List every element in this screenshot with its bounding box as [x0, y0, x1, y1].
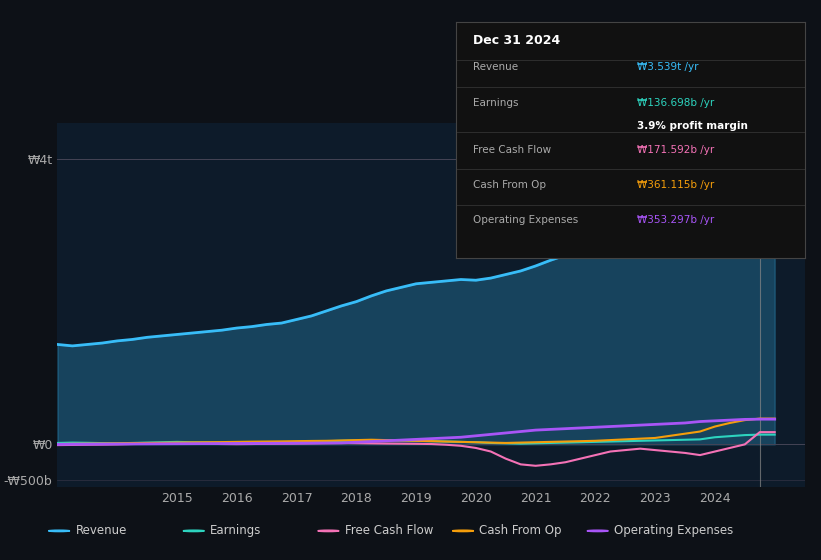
Text: ₩171.592b /yr: ₩171.592b /yr	[637, 144, 714, 155]
Text: Operating Expenses: Operating Expenses	[473, 215, 578, 225]
Text: Operating Expenses: Operating Expenses	[614, 524, 733, 538]
Text: Earnings: Earnings	[473, 97, 519, 108]
Text: Dec 31 2024: Dec 31 2024	[473, 34, 561, 47]
Text: ₩361.115b /yr: ₩361.115b /yr	[637, 180, 714, 190]
Text: Revenue: Revenue	[76, 524, 127, 538]
Circle shape	[452, 530, 474, 531]
Text: ₩136.698b /yr: ₩136.698b /yr	[637, 97, 714, 108]
Text: Free Cash Flow: Free Cash Flow	[473, 144, 551, 155]
Text: ₩3.539t /yr: ₩3.539t /yr	[637, 62, 699, 72]
Circle shape	[48, 530, 70, 531]
Text: Cash From Op: Cash From Op	[479, 524, 562, 538]
Text: Free Cash Flow: Free Cash Flow	[345, 524, 433, 538]
Text: Earnings: Earnings	[210, 524, 262, 538]
Text: 3.9% profit margin: 3.9% profit margin	[637, 121, 748, 131]
Circle shape	[318, 530, 339, 531]
Text: Cash From Op: Cash From Op	[473, 180, 546, 190]
Text: Revenue: Revenue	[473, 62, 518, 72]
Circle shape	[183, 530, 204, 531]
Text: ₩353.297b /yr: ₩353.297b /yr	[637, 215, 714, 225]
Circle shape	[587, 530, 608, 531]
